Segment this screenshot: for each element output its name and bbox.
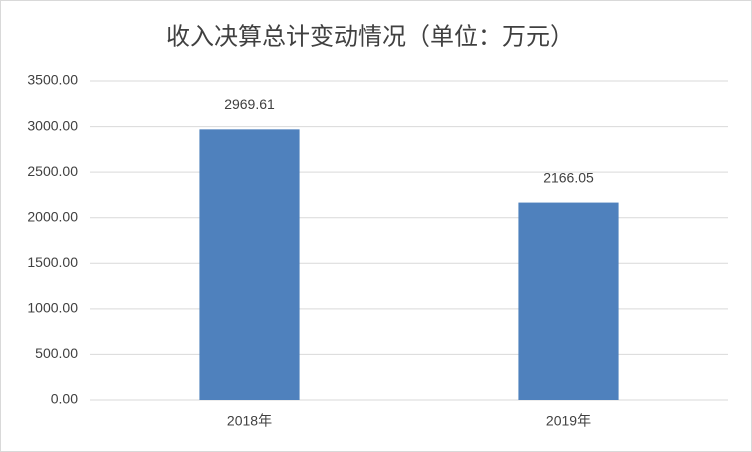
value-label: 2166.05 [543,169,594,185]
chart-title: 收入决算总计变动情况（单位：万元） [166,23,574,50]
y-tick-label: 1500.00 [27,254,78,270]
bar [199,129,300,401]
y-tick-label: 0.00 [51,391,78,407]
x-tick-label: 2018年 [227,413,272,429]
y-tick-label: 3000.00 [27,117,78,133]
y-tick-label: 500.00 [35,345,78,361]
y-tick-label: 1000.00 [27,300,78,316]
y-tick-label: 3500.00 [27,72,78,88]
y-tick-label: 2000.00 [27,208,78,224]
value-label: 2969.61 [224,96,275,112]
y-tick-label: 2500.00 [27,163,78,179]
bar [518,202,619,400]
x-tick-label: 2019年 [546,413,591,429]
